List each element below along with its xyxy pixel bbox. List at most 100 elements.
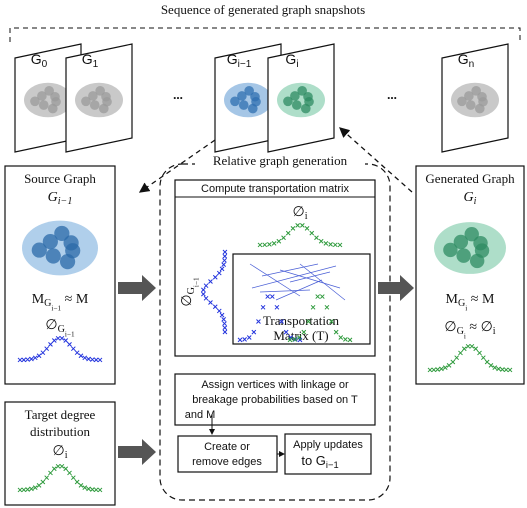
label-part: G xyxy=(316,453,326,468)
snapshot-label: Gi xyxy=(285,51,298,70)
graph-cluster xyxy=(98,103,109,114)
label-part: i xyxy=(474,197,477,208)
label-bg xyxy=(195,154,365,170)
graph-cluster xyxy=(303,91,313,102)
curve-mark xyxy=(257,242,263,248)
label-part: G xyxy=(187,287,198,294)
generated-distribution: ∅Gi ≈ ∅i xyxy=(444,320,495,340)
curve-mark xyxy=(469,343,475,349)
matrix-box xyxy=(232,253,371,345)
curve-mark xyxy=(427,367,433,373)
curve-mark xyxy=(222,329,228,335)
curve-mark xyxy=(36,483,42,488)
label-part: G xyxy=(58,325,65,336)
create-text: remove edges xyxy=(192,456,262,468)
curve-mark xyxy=(67,341,72,347)
curve-mark xyxy=(212,304,218,310)
big-arrow xyxy=(378,275,414,301)
source-title: Source Graph xyxy=(24,171,96,186)
curve-mark xyxy=(306,319,311,324)
curve-mark xyxy=(477,350,482,356)
curve-mark xyxy=(461,346,467,352)
arrow xyxy=(339,127,413,193)
graph-blob xyxy=(22,220,98,276)
graph-cluster xyxy=(469,253,485,269)
label-part: G xyxy=(458,299,465,310)
graph-cluster xyxy=(45,248,61,264)
graph-blob xyxy=(277,82,325,118)
curve-mark xyxy=(271,241,277,246)
curve-mark xyxy=(473,346,479,352)
graph-cluster xyxy=(290,91,300,101)
curve-mark xyxy=(435,367,440,372)
curve-mark xyxy=(70,475,76,481)
curve-mark xyxy=(442,365,448,370)
graph-cluster xyxy=(453,234,469,250)
curve-mark xyxy=(222,249,228,255)
curve-mark xyxy=(324,304,330,310)
label-part: ∅ xyxy=(45,318,57,333)
curve-mark xyxy=(251,329,257,335)
curve-mark xyxy=(454,355,460,361)
big-arrow xyxy=(118,275,156,301)
label-part: ≈ ∅ xyxy=(466,320,493,335)
target-box xyxy=(4,401,116,506)
curve-mark xyxy=(86,486,91,492)
label-part: G xyxy=(458,51,469,67)
label-part: G xyxy=(285,51,296,67)
curve-mark xyxy=(295,223,301,228)
curve-mark xyxy=(222,258,227,263)
curve-mark xyxy=(318,238,324,244)
graph-cluster xyxy=(283,96,293,107)
curve-mark xyxy=(256,319,261,324)
graph-blob xyxy=(434,222,506,274)
label-part: M xyxy=(32,292,45,307)
graph-cluster xyxy=(443,242,458,258)
curve-mark xyxy=(465,343,471,349)
graph-cluster xyxy=(88,91,98,101)
curve-mark xyxy=(296,335,302,340)
curve-mark xyxy=(431,367,437,373)
curve-mark xyxy=(17,357,23,363)
bracket xyxy=(9,27,521,42)
apply-text: Apply updates xyxy=(293,439,363,451)
label-part: n xyxy=(469,59,475,70)
graph-cluster xyxy=(37,91,47,101)
graph-cluster xyxy=(42,233,58,250)
graph-cluster xyxy=(237,91,247,101)
curve-mark xyxy=(488,363,494,368)
curve-mark xyxy=(276,238,282,244)
curve-mark xyxy=(63,338,69,343)
label-part: i−1 xyxy=(58,197,73,208)
title: Sequence of generated graph snapshots xyxy=(161,2,365,17)
curve-mark xyxy=(221,262,227,267)
arrow xyxy=(138,139,216,193)
curve-mark xyxy=(212,274,218,280)
apply-box xyxy=(284,433,372,475)
graph-cluster xyxy=(89,100,100,110)
curve-mark xyxy=(17,487,23,493)
graph-cluster xyxy=(230,96,240,107)
graph-cluster xyxy=(95,85,105,96)
target-distribution: ∅i xyxy=(52,444,67,461)
curve-mark xyxy=(323,241,329,246)
curve-mark xyxy=(51,466,57,472)
curve-mark xyxy=(25,357,30,362)
ellipsis: ... xyxy=(387,87,397,102)
curve-mark xyxy=(450,359,456,365)
graph-cluster xyxy=(474,103,485,114)
curve-mark xyxy=(74,350,80,356)
graph-blob xyxy=(224,82,272,118)
graph-blob xyxy=(24,82,72,118)
label-part: i xyxy=(65,451,68,462)
curve-mark xyxy=(44,346,50,352)
label-part: G xyxy=(227,51,238,67)
label-part: i−1 xyxy=(238,59,252,70)
curve-mark xyxy=(55,463,61,469)
curve-mark xyxy=(32,355,38,361)
source-graph: Gi−1 xyxy=(48,190,73,207)
curve-mark xyxy=(293,337,298,342)
curve-mark xyxy=(310,304,316,310)
curve-mark xyxy=(67,470,72,476)
